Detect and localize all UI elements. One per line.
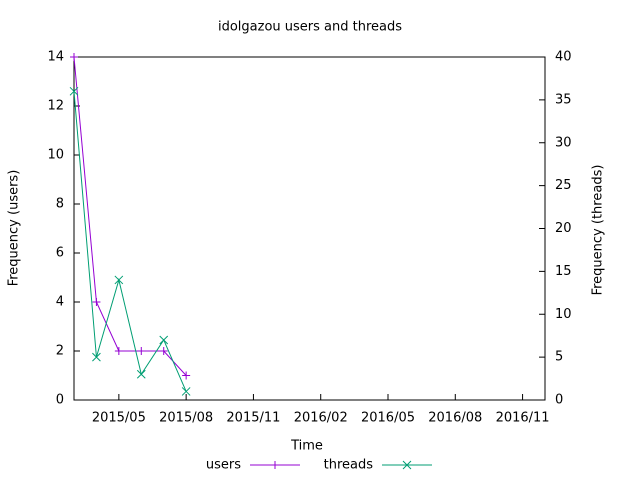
y-tick-label: 2 [56, 344, 64, 359]
x-tick-label: 2016/08 [428, 411, 482, 426]
y-tick-label: 4 [56, 295, 64, 310]
y2-tick-label: 25 [555, 178, 572, 193]
point-marker [92, 352, 101, 362]
point-marker [159, 335, 169, 345]
x-tick-label: 2016/11 [496, 411, 550, 426]
y2-tick-label: 15 [555, 264, 572, 279]
y-tick-label: 8 [56, 197, 64, 212]
point-marker [136, 369, 146, 379]
point-marker [70, 53, 78, 61]
y2-tick-label: 0 [555, 393, 563, 408]
point-marker [182, 371, 191, 380]
y2-tick-label: 40 [555, 50, 572, 65]
point-marker [181, 387, 191, 396]
y2-tick-label: 35 [555, 92, 572, 107]
y-tick-label: 0 [56, 393, 64, 408]
y2-axis-label: Frequency (threads) [591, 165, 606, 296]
point-marker [271, 461, 279, 469]
point-marker [114, 275, 124, 285]
y2-tick-label: 20 [555, 221, 572, 236]
series-line [73, 91, 187, 392]
series-line [73, 56, 187, 376]
y-axis-label: Frequency (users) [7, 170, 22, 287]
x-tick-label: 2016/02 [294, 411, 348, 426]
x-tick-label: 2015/11 [226, 411, 280, 426]
point-marker [159, 347, 168, 355]
y2-tick-label: 30 [555, 135, 572, 150]
y2-tick-label: 10 [555, 307, 572, 322]
y-tick-label: 12 [47, 99, 64, 114]
chart-title: idolgazou users and threads [218, 20, 402, 35]
y-tick-label: 6 [56, 246, 64, 261]
point-marker [402, 460, 412, 470]
x-tick-label: 2016/05 [361, 411, 415, 426]
plot-frame [73, 56, 546, 401]
y2-tick-label: 5 [555, 350, 563, 365]
point-marker [92, 298, 101, 306]
legend-label: users [206, 458, 241, 473]
y-tick-label: 10 [47, 148, 64, 163]
point-marker [114, 347, 123, 355]
legend-label: threads [324, 458, 374, 473]
point-marker [137, 347, 146, 355]
x-tick-label: 2015/05 [92, 411, 146, 426]
x-axis-label: Time [290, 439, 323, 454]
y-tick-label: 14 [47, 50, 64, 65]
point-marker [69, 86, 79, 96]
x-tick-label: 2015/08 [159, 411, 213, 426]
